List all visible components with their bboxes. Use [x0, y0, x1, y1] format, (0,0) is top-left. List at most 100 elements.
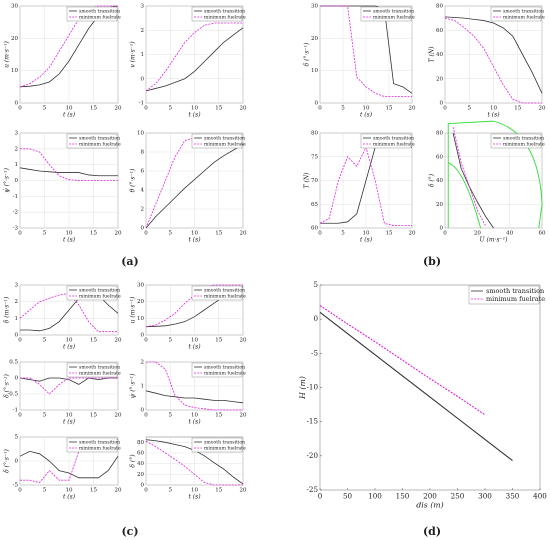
x-tick-label: 15 [215, 106, 222, 112]
subplot: 0 5 10 15 20 -1 -0.5 0 0.5 t (s) δ (°·s⁻¹) smooth t… [4, 360, 122, 426]
x-tick-label: 20 [240, 488, 247, 494]
legend-box [191, 133, 243, 149]
y-tick-label: 30 [11, 4, 18, 10]
y-tick-label: -5 [311, 348, 318, 357]
legend-label: smooth transition [204, 136, 245, 142]
subplot: 0 5 10 15 20 0 10 20 30 t (s) δ (°·s⁻¹) smooth tran… [304, 4, 416, 119]
subplot: 0 5 10 15 20 -3 -2 -1 0 1 2 3 t (s) ψ̇ (°·s⁻¹) smooth … [4, 131, 122, 244]
subplot: 0 5 10 15 20 0 1 2 t (s) ψ̇ (°·s⁻¹) smooth transit… [130, 360, 247, 426]
series-line [19, 450, 119, 479]
y-tick-label: 0 [313, 314, 318, 323]
x-axis-label: t (s) [63, 494, 76, 501]
x-tick-label: 10 [191, 106, 198, 112]
x-tick-label: 0 [18, 106, 22, 112]
x-axis-label: t (s) [360, 112, 373, 119]
x-tick-label: 20 [539, 106, 546, 112]
x-tick-label: 20 [115, 106, 122, 112]
y-tick-label: 0 [15, 459, 19, 465]
legend-label: minimum fuelrate [204, 294, 246, 300]
y-tick-label: 2 [141, 360, 145, 366]
subplot: 0 5 10 15 20 60 65 70 75 80 t (s) T (N) smooth trans… [304, 131, 416, 244]
x-axis-label: t (s) [188, 419, 201, 426]
x-tick-label: 20 [409, 231, 416, 237]
x-tick-label: 5 [43, 413, 47, 419]
y-tick-label: 0 [440, 226, 444, 232]
x-tick-label: 0 [18, 338, 22, 344]
series-line [452, 126, 486, 226]
legend-label: minimum fuelrate [503, 142, 545, 148]
x-tick-label: 60 [539, 231, 546, 237]
x-tick-label: 20 [409, 106, 416, 112]
x-tick-label: 5 [341, 106, 345, 112]
subplot: 0 5 10 15 20 0 20 40 60 80 t (s) T (N) smooth transi… [429, 4, 546, 119]
x-tick-label: 0 [18, 413, 22, 419]
y-tick-label: 60 [311, 226, 318, 232]
series-line [145, 27, 244, 92]
x-tick-label: 20 [115, 338, 122, 344]
x-tick-label: 15 [215, 488, 222, 494]
series-line [320, 5, 412, 97]
series-line [145, 440, 243, 486]
x-tick-label: 5 [169, 338, 173, 344]
x-tick-label: 20 [474, 231, 481, 237]
legend-box [66, 362, 118, 378]
x-tick-label: 10 [66, 488, 73, 494]
y-tick-label: 0 [15, 376, 19, 382]
y-tick-label: 0 [141, 226, 145, 232]
x-tick-label: 10 [66, 338, 73, 344]
legend-box [360, 6, 412, 22]
x-tick-label: 15 [90, 231, 97, 237]
x-tick-label: 10 [66, 231, 73, 237]
y-tick-label: 60 [436, 154, 443, 160]
x-tick-label: 15 [90, 338, 97, 344]
y-tick-label: 80 [436, 131, 443, 137]
y-tick-label: 10 [137, 316, 144, 322]
legend-box [66, 437, 118, 453]
y-axis-label: u (m·s⁻¹) [4, 40, 11, 67]
x-tick-label: 0 [144, 413, 148, 419]
y-axis-label: T (N) [304, 172, 311, 189]
y-tick-label: 0.5 [9, 360, 18, 366]
x-tick-label: 0 [144, 338, 148, 344]
x-axis-label: dis (m) [416, 501, 443, 510]
y-tick-label: -1 [13, 194, 18, 200]
y-tick-label: 20 [311, 36, 318, 42]
x-tick-label: 20 [115, 488, 122, 494]
y-axis-label: δ (°·s⁻¹) [4, 373, 11, 397]
legend-label: minimum fuelrate [79, 446, 121, 452]
y-tick-label: 6 [141, 169, 145, 175]
x-tick-label: 150 [396, 492, 410, 501]
x-axis-label: t (s) [63, 419, 76, 426]
x-tick-label: 10 [191, 413, 198, 419]
y-tick-label: 1 [141, 384, 145, 390]
y-tick-label: 3 [15, 131, 19, 137]
x-tick-label: 15 [514, 106, 521, 112]
y-axis-label: δ (°·s⁻¹) [4, 448, 11, 472]
x-tick-label: 15 [386, 231, 393, 237]
x-tick-label: 0 [144, 231, 148, 237]
x-tick-label: 0 [144, 488, 148, 494]
x-tick-label: 5 [169, 106, 173, 112]
y-tick-label: -2 [13, 210, 18, 216]
y-tick-label: -0.5 [7, 392, 18, 398]
y-tick-label: 2 [15, 299, 19, 305]
legend-box [66, 133, 118, 149]
y-axis-label: δ (°·s⁻¹) [304, 42, 311, 66]
x-tick-label: 15 [386, 106, 393, 112]
legend-label: minimum fuelrate [204, 15, 246, 21]
x-axis-label: t (s) [188, 494, 201, 501]
x-tick-label: 20 [115, 413, 122, 419]
y-tick-label: 8 [141, 150, 145, 156]
y-tick-label: 70 [311, 178, 318, 184]
legend-label: smooth transition [79, 288, 120, 294]
y-axis-label: ψ̇ (°·s⁻¹) [130, 373, 137, 399]
x-axis-label: t (s) [188, 112, 201, 119]
y-tick-label: 30 [311, 4, 318, 10]
y-tick-label: 0 [15, 101, 19, 107]
y-axis-label: v (m·s⁻¹) [130, 41, 137, 68]
series-line [146, 361, 243, 411]
x-tick-label: 5 [43, 231, 47, 237]
y-axis-label: δ (m·s⁻¹) [4, 296, 11, 323]
